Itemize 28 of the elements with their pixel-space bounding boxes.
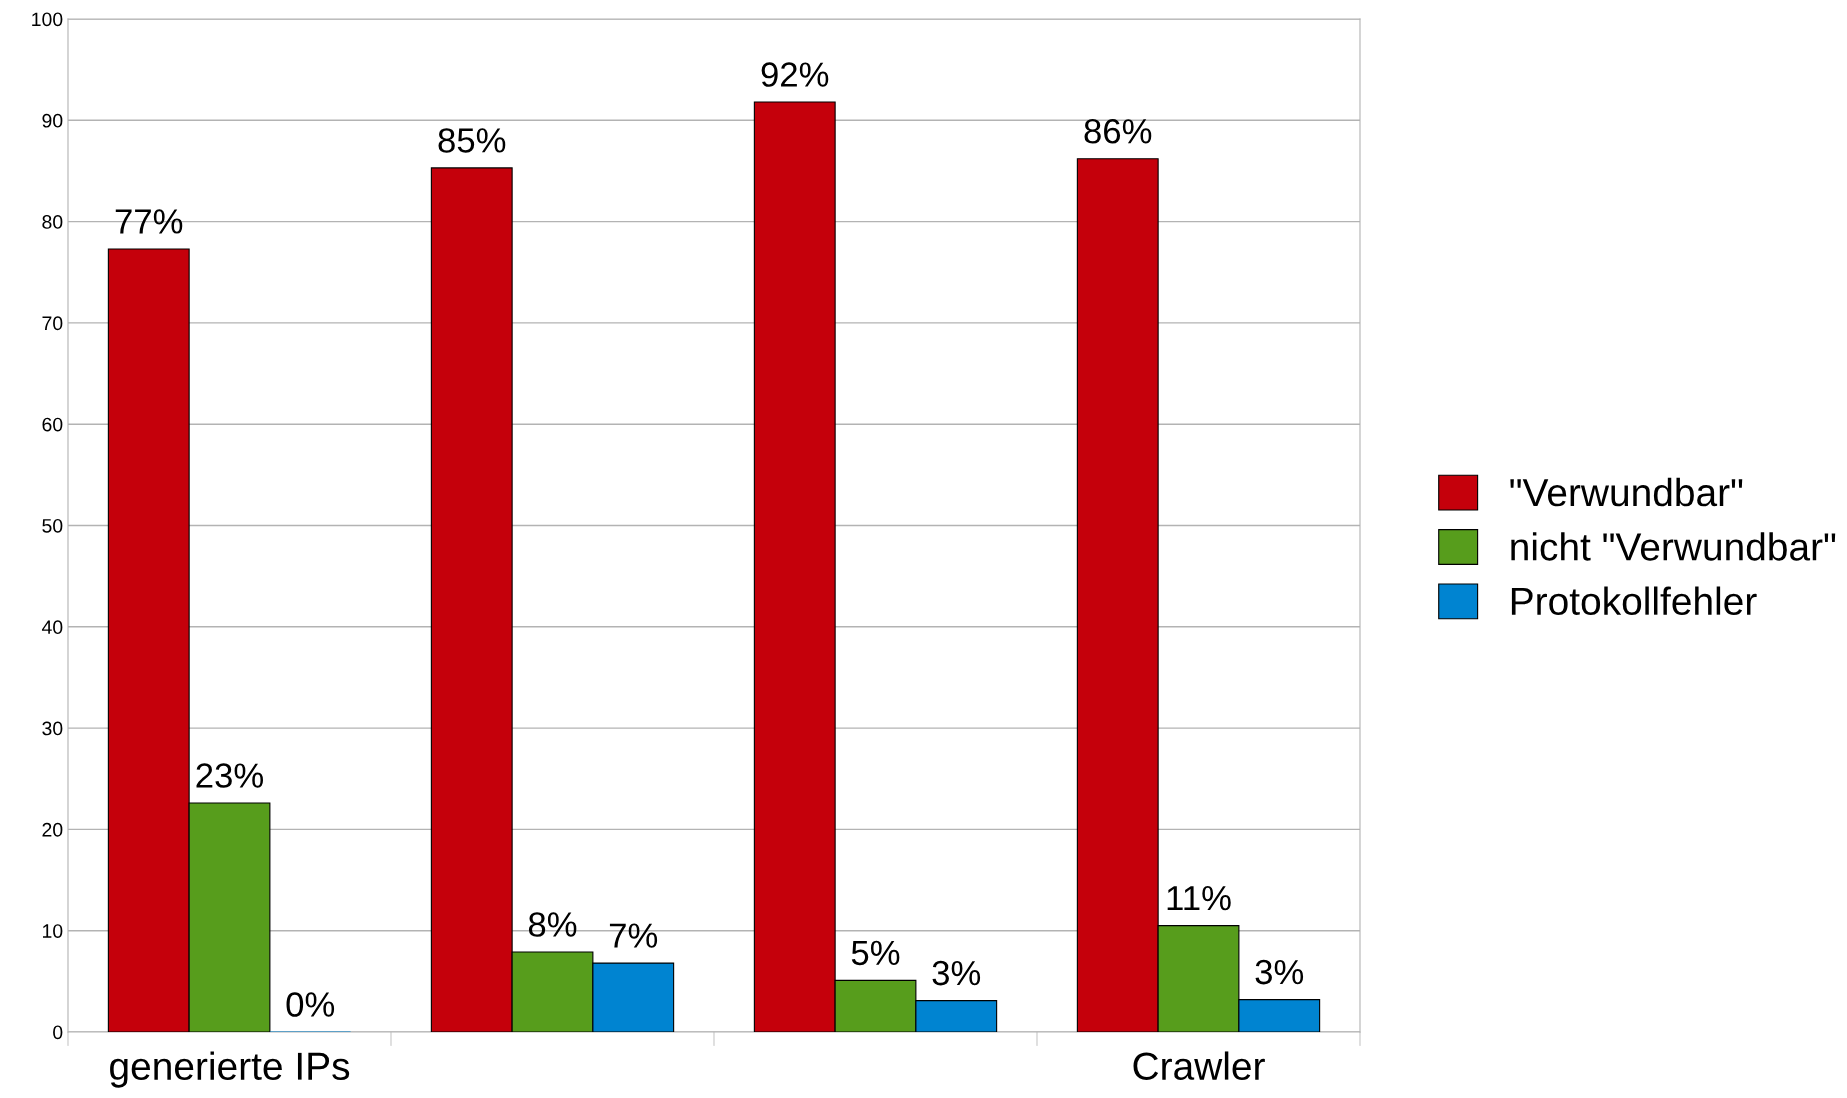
y-tick-label: 80	[42, 215, 63, 229]
y-tick-label: 20	[42, 822, 63, 837]
data-label: 3%	[932, 960, 981, 986]
legend-label: nicht "Verwundbar"	[1511, 532, 1836, 561]
data-label: 5%	[851, 940, 900, 966]
data-label: 8%	[528, 912, 577, 937]
data-label: 7%	[609, 923, 658, 948]
y-tick-label: 50	[42, 518, 63, 533]
data-label: 23%	[196, 763, 264, 788]
data-label: 85%	[438, 128, 506, 153]
y-tick-label: 30	[42, 721, 63, 736]
y-tick-label: 100	[32, 12, 63, 27]
y-tick-label: 40	[41, 620, 63, 635]
x-tick-label: generierte IPs	[110, 1051, 350, 1088]
data-label: 92%	[761, 62, 829, 87]
legend-label: Protokollfehler	[1511, 586, 1757, 616]
y-tick-label: 70	[42, 316, 63, 331]
data-label: 11%	[1167, 886, 1231, 911]
data-label: 77%	[115, 209, 183, 234]
data-label: 3%	[1255, 959, 1304, 985]
y-tick-label: 60	[42, 417, 63, 432]
y-tick-label: 90	[42, 113, 63, 128]
y-tick-label: 10	[43, 924, 63, 938]
x-tick-label: Crawler	[1133, 1051, 1265, 1081]
data-label: 86%	[1084, 119, 1152, 144]
legend-label: "Verwundbar"	[1510, 477, 1743, 507]
y-tick-label: 0	[53, 1025, 63, 1040]
data-label: 0%	[286, 992, 335, 1017]
